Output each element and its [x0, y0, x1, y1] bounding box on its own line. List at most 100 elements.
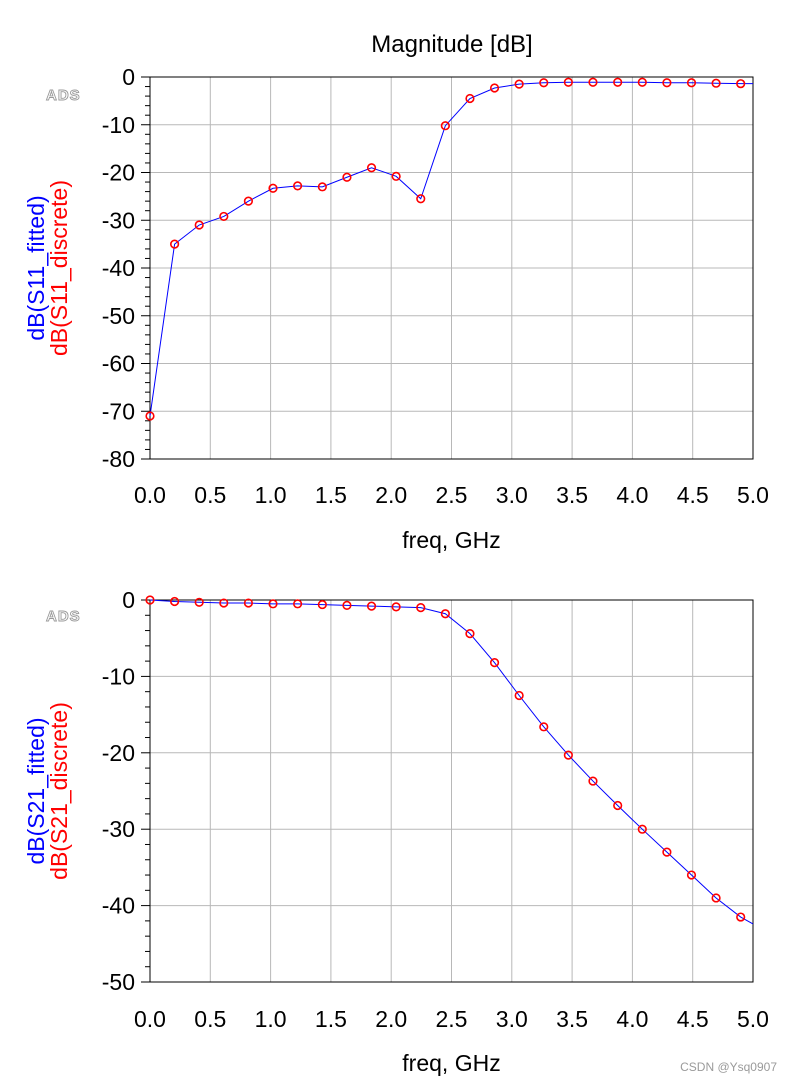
x-tick-label: 3.5 — [556, 482, 588, 508]
x-tick-label: 3.0 — [496, 482, 528, 508]
discrete-point — [342, 172, 352, 182]
discrete-point — [293, 599, 303, 609]
discrete-point — [514, 79, 524, 89]
discrete-point — [637, 77, 647, 87]
discrete-point — [366, 601, 377, 611]
discrete-point — [391, 171, 401, 181]
x-tick-label: 3.0 — [496, 1006, 528, 1032]
y-tick-label: -60 — [102, 351, 135, 377]
x-tick-label: 1.0 — [255, 482, 287, 508]
y-tick-label: -40 — [102, 255, 135, 281]
discrete-point — [416, 603, 426, 613]
discrete-point — [588, 77, 598, 87]
y-tick-label: -50 — [102, 303, 135, 329]
discrete-point — [662, 78, 672, 88]
discrete-point — [539, 78, 549, 88]
discrete-point — [711, 893, 721, 903]
discrete-point — [145, 411, 155, 421]
discrete-point — [194, 597, 204, 607]
y-tick-label: -20 — [102, 160, 135, 186]
x-tick-label: 3.5 — [556, 1006, 588, 1032]
y-axis-label-discrete: dB(S11_discrete) — [46, 180, 72, 356]
discrete-point — [563, 750, 573, 760]
discrete-point — [219, 598, 229, 608]
discrete-point — [170, 239, 180, 249]
csdn-watermark: CSDN @Ysq0907 — [680, 1060, 777, 1074]
y-tick-label: 0 — [122, 64, 135, 90]
ads-badge: ADS — [46, 87, 81, 104]
x-tick-label: 0.0 — [134, 1006, 166, 1032]
discrete-point — [391, 602, 401, 612]
y-tick-label: -30 — [102, 207, 135, 233]
discrete-point — [588, 776, 598, 786]
discrete-point — [514, 690, 524, 701]
discrete-point — [736, 912, 746, 922]
discrete-point — [219, 211, 229, 222]
x-tick-label: 2.5 — [436, 482, 468, 508]
discrete-point — [662, 847, 672, 857]
ads-badge: ADS — [46, 608, 81, 625]
discrete-point — [243, 598, 254, 608]
x-axis-label: freq, GHz — [402, 1050, 500, 1076]
discrete-point — [317, 599, 327, 610]
discrete-point — [440, 121, 450, 131]
y-axis-label-discrete: dB(S21_discrete) — [46, 702, 72, 880]
discrete-point — [465, 93, 475, 104]
discrete-point — [366, 163, 377, 173]
y-tick-label: -40 — [102, 893, 135, 919]
discrete-point — [145, 595, 155, 605]
discrete-point — [194, 220, 204, 230]
x-tick-label: 1.0 — [255, 1006, 287, 1032]
x-tick-label: 4.5 — [677, 482, 709, 508]
y-tick-label: -50 — [102, 969, 135, 995]
discrete-point — [170, 596, 180, 607]
x-tick-label: 2.0 — [375, 482, 407, 508]
discrete-point — [268, 599, 278, 609]
x-tick-label: 4.0 — [616, 1006, 648, 1032]
x-tick-label: 0.5 — [194, 482, 226, 508]
discrete-point — [440, 609, 450, 619]
x-tick-label: 0.5 — [194, 1006, 226, 1032]
discrete-point — [268, 183, 278, 193]
discrete-point — [686, 78, 697, 88]
s21-magnitude-plot: 0 -10 -20 -30 -40 -50 0.0 0.5 1.0 1.5 2.0 2.5 3.0 3.5… — [23, 587, 769, 1076]
discrete-point — [317, 182, 327, 192]
x-tick-label: 1.5 — [315, 1006, 347, 1032]
discrete-point — [637, 824, 647, 834]
discrete-point — [465, 629, 475, 639]
y-tick-label: -70 — [102, 398, 135, 424]
discrete-point — [711, 78, 721, 88]
discrete-point — [342, 600, 352, 610]
y-axis-label-fitted: dB(S21_fitted) — [23, 717, 49, 864]
x-tick-label: 4.0 — [616, 482, 648, 508]
discrete-point — [243, 196, 254, 206]
discrete-point — [489, 83, 500, 93]
discrete-point — [686, 870, 697, 880]
y-tick-label: -20 — [102, 740, 135, 766]
discrete-point — [613, 77, 623, 87]
y-tick-label: -10 — [102, 663, 135, 689]
x-tick-label: 0.0 — [134, 482, 166, 508]
x-tick-label: 5.0 — [737, 1006, 769, 1032]
discrete-point — [736, 79, 746, 89]
y-axis-label-fitted: dB(S11_fitted) — [23, 195, 49, 340]
plot-frame — [149, 599, 754, 983]
discrete-point — [539, 722, 549, 732]
x-tick-label: 2.5 — [436, 1006, 468, 1032]
y-tick-label: -80 — [102, 446, 135, 472]
x-tick-label: 5.0 — [737, 482, 769, 508]
plot-title: Magnitude [dB] — [371, 31, 532, 58]
discrete-point — [489, 658, 500, 668]
y-tick-label: -30 — [102, 816, 135, 842]
x-axis-label: freq, GHz — [402, 527, 500, 553]
discrete-point — [293, 181, 303, 191]
y-tick-label: -10 — [102, 112, 135, 138]
x-tick-label: 2.0 — [375, 1006, 407, 1032]
discrete-point — [416, 194, 426, 204]
discrete-point — [613, 800, 623, 811]
discrete-point — [563, 77, 573, 87]
y-tick-label: 0 — [122, 587, 135, 613]
x-tick-label: 1.5 — [315, 482, 347, 508]
s11-magnitude-plot: 0 -10 -20 -30 -40 -50 -60 -70 -80 0.0 0.5 1.0 1.5 2.0… — [23, 64, 769, 553]
